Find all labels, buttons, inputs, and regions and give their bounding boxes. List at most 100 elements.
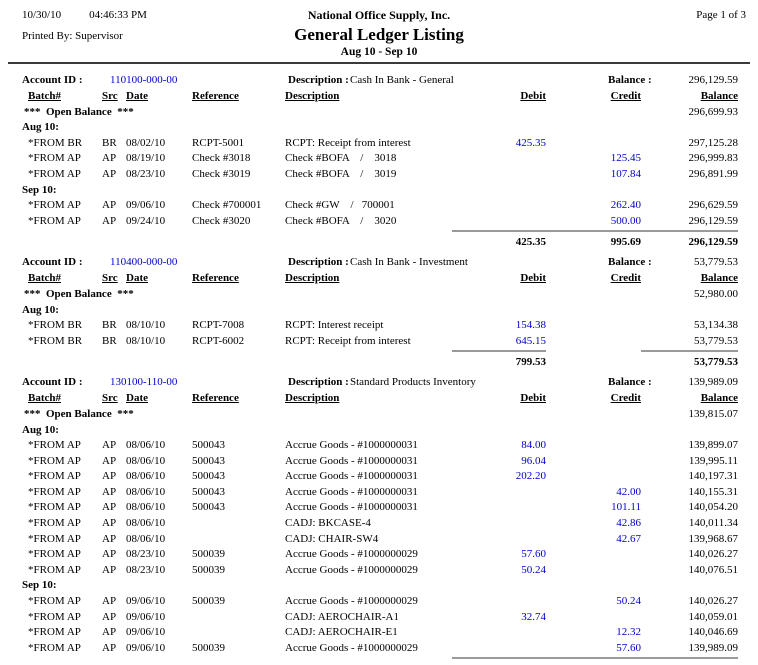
date-cell: 09/06/10 (126, 610, 166, 623)
open-balance-label: *** Open Balance *** (24, 407, 134, 420)
balance-cell: 140,011.34 (688, 517, 738, 530)
total-debit: 425.35 (452, 230, 546, 251)
src-cell: AP (102, 532, 117, 545)
balance-cell: 297,125.28 (688, 136, 739, 149)
report-period: Aug 10 - Sep 10 (340, 46, 418, 58)
description-cell: RCPT: Interest receipt (285, 319, 384, 332)
description-cell: Accrue Goods - #1000000031 (285, 501, 418, 514)
account-description: Cash In Bank - Investment (350, 256, 468, 269)
balance-cell: 139,968.67 (688, 532, 739, 545)
balance-cell: 140,076.51 (688, 563, 739, 576)
column-header-debit: Debit (520, 272, 546, 285)
batch-cell: *FROM AP (28, 470, 81, 483)
ledger-row: *FROM AP AP 08/23/10 Check #3019 Check #BOFA… (0, 167, 758, 183)
balance-cell: 140,059.01 (688, 610, 739, 623)
column-header-batch: Batch# (28, 392, 61, 405)
print-datetime: 10/30/10 04:46:33 PM (22, 9, 147, 21)
balance-cell: 139,899.07 (688, 439, 739, 452)
print-time: 04:46:33 PM (89, 9, 147, 21)
date-cell: 09/06/10 (126, 199, 166, 212)
reference-cell: 500039 (192, 563, 225, 576)
balance-cell: 140,026.27 (688, 595, 739, 608)
date-cell: 09/06/10 (126, 626, 166, 639)
balance-cell: 140,054.20 (688, 501, 739, 514)
description-cell: CADJ: AEROCHAIR-E1 (285, 626, 398, 639)
description-cell: Accrue Goods - #1000000031 (285, 439, 418, 452)
column-header-src: Src (102, 392, 118, 405)
description-cell: Check #BOFA / 3019 (285, 167, 397, 180)
period-label: Sep 10: (22, 579, 57, 592)
date-cell: 08/23/10 (126, 563, 166, 576)
column-header-src: Src (102, 272, 118, 285)
column-header-description: Description (285, 272, 340, 285)
credit-cell: 125.45 (610, 152, 641, 165)
ledger-row: *FROM BR BR 08/10/10 RCPT-6002 RCPT: Receipt… (0, 334, 758, 350)
column-header-balance: Balance (700, 90, 738, 102)
open-balance-label: *** Open Balance *** (24, 287, 134, 300)
column-header-description: Description (285, 90, 340, 102)
page-indicator: Page 1 of 3 (696, 9, 746, 21)
description-cell: Accrue Goods - #1000000031 (285, 454, 418, 467)
credit-cell: 12.32 (616, 626, 641, 639)
period-label: Sep 10: (22, 183, 57, 196)
total-credit: 348.80 (546, 657, 641, 665)
description-cell: Check #BOFA / 3020 (285, 214, 397, 227)
balance-label: Balance : (608, 74, 652, 86)
period-label: Aug 10: (22, 423, 59, 436)
src-cell: AP (102, 199, 117, 212)
balance-cell: 140,197.31 (688, 470, 739, 483)
batch-cell: *FROM BR (28, 319, 83, 332)
column-header-debit: Debit (520, 392, 546, 405)
column-headers: Batch# Src Date Reference Description Debit Cr… (0, 391, 758, 407)
description-cell: CADJ: BKCASE-4 (285, 517, 371, 530)
reference-cell: 500043 (192, 454, 225, 467)
account-id-label: Account ID : (22, 256, 83, 269)
section-totals: 425.35 995.69 296,129.59 (0, 230, 758, 250)
src-cell: BR (102, 334, 117, 347)
src-cell: AP (102, 501, 117, 514)
balance-label: Balance : (608, 376, 652, 389)
date-cell: 08/10/10 (126, 319, 166, 332)
report-header-center: National Office Supply, Inc. General Led… (0, 8, 758, 58)
src-cell: AP (102, 626, 117, 639)
ledger-row: *FROM AP AP 08/06/10 500043 Accrue Goods - #… (0, 485, 758, 501)
ledger-row: *FROM AP AP 08/06/10 500043 Accrue Goods - #… (0, 469, 758, 485)
description-cell: Check #GW / 700001 (285, 199, 395, 212)
open-balance-label: *** Open Balance *** (24, 105, 134, 118)
debit-cell: 50.24 (521, 563, 546, 576)
date-cell: 08/06/10 (126, 517, 166, 530)
company-name: National Office Supply, Inc. (307, 8, 451, 22)
total-balance: 139,989.09 (641, 657, 738, 665)
batch-cell: *FROM AP (28, 517, 81, 530)
batch-cell: *FROM AP (28, 595, 81, 608)
batch-cell: *FROM AP (28, 532, 81, 545)
account-balance: 139,989.09 (688, 376, 739, 389)
description-cell: Accrue Goods - #1000000029 (285, 548, 418, 561)
debit-cell: 154.38 (515, 319, 546, 332)
batch-cell: *FROM AP (28, 485, 81, 498)
column-header-src: Src (102, 90, 118, 102)
account-id-label: Account ID : (22, 376, 83, 389)
debit-cell: 96.04 (521, 454, 546, 467)
column-header-reference: Reference (192, 392, 239, 405)
total-credit: 995.69 (546, 230, 641, 251)
account-id-label: Account ID : (22, 74, 83, 86)
balance-cell: 139,989.09 (688, 641, 739, 654)
batch-cell: *FROM AP (28, 454, 81, 467)
batch-cell: *FROM AP (28, 439, 81, 452)
account-header: Account ID : 110400-000-00 Description : Ca… (0, 255, 758, 271)
ledger-row: *FROM AP AP 08/23/10 500039 Accrue Goods - #… (0, 563, 758, 579)
reference-cell: Check #3018 (192, 152, 251, 165)
date-cell: 08/19/10 (126, 152, 166, 165)
ledger-row: *FROM AP AP 09/06/10 500039 Accrue Goods - #… (0, 641, 758, 657)
balance-cell: 140,046.69 (688, 626, 739, 639)
account-id-value: 130100-110-00 (110, 376, 178, 389)
date-cell: 08/06/10 (126, 454, 166, 467)
ledger-row: *FROM AP AP 09/06/10 Check #700001 Check #GW… (0, 198, 758, 214)
credit-cell: 57.60 (616, 641, 641, 654)
credit-cell: 101.11 (611, 501, 641, 514)
credit-cell: 50.24 (616, 595, 641, 608)
debit-cell: 32.74 (521, 610, 546, 623)
src-cell: AP (102, 485, 117, 498)
description-cell: Check #BOFA / 3018 (285, 152, 397, 165)
